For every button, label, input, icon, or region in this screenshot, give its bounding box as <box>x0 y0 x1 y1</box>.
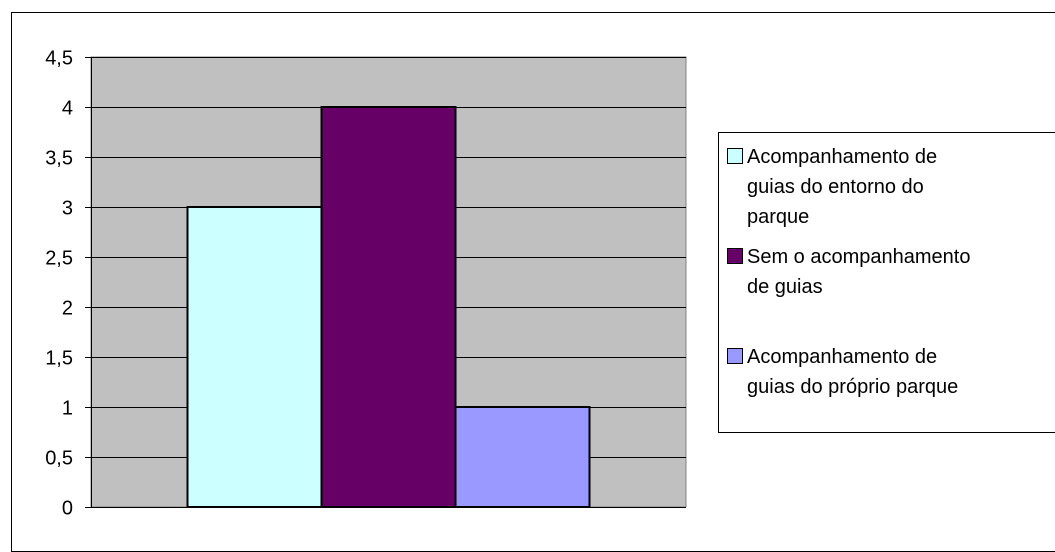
y-tick-label: 3 <box>62 198 73 220</box>
legend-label: Acompanhamento de <box>747 346 937 368</box>
y-tick-label: 3,5 <box>45 148 73 170</box>
bar <box>188 207 322 507</box>
legend-label: guias do entorno do <box>747 176 924 198</box>
legend-label: Sem o acompanhamento <box>747 246 970 268</box>
legend-swatch <box>728 349 743 364</box>
legend-label: de guias <box>747 276 823 298</box>
legend-label: parque <box>747 206 809 228</box>
y-tick-label: 2,5 <box>45 248 73 270</box>
legend-swatch <box>728 249 743 264</box>
y-tick-label: 0,5 <box>45 448 73 470</box>
legend: Acompanhamento de guias do entorno do parq… <box>719 133 1055 433</box>
legend-swatch <box>728 149 743 164</box>
y-tick-label: 0 <box>62 498 73 520</box>
y-tick-label: 4,5 <box>45 48 73 70</box>
y-tick-label: 1 <box>62 398 73 420</box>
y-tick-label: 4 <box>62 98 73 120</box>
legend-label: guias do próprio parque <box>747 376 958 398</box>
y-tick-label: 2 <box>62 298 73 320</box>
bar <box>322 107 456 507</box>
legend-label: Acompanhamento de <box>747 146 937 168</box>
y-tick-label: 1,5 <box>45 348 73 370</box>
bar <box>456 407 590 507</box>
